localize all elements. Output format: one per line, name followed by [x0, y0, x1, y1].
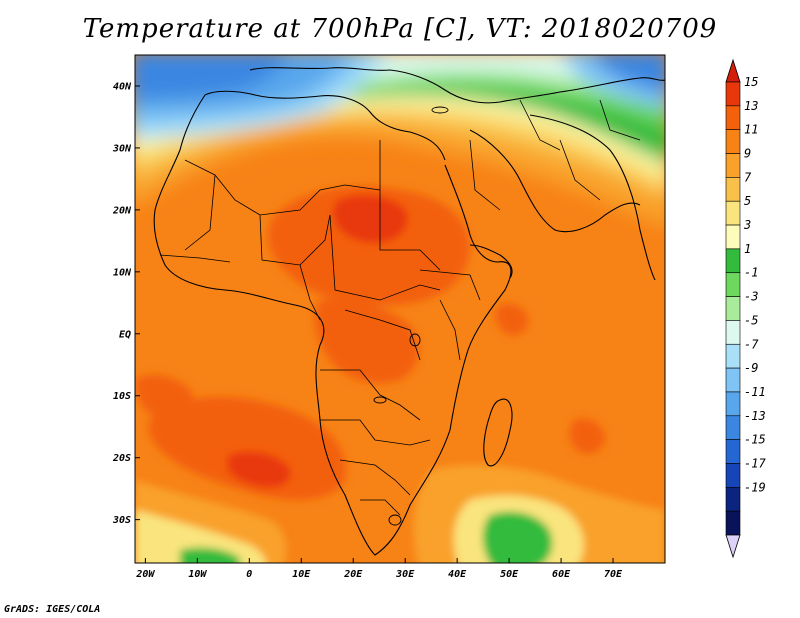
colorbar-segment [725, 153, 741, 178]
colorbar-label: -15 [744, 433, 766, 447]
colorbar-label: -11 [744, 385, 766, 399]
colorbar-label: 7 [744, 170, 752, 184]
lon-tick-label: 20W [135, 569, 155, 580]
colorbar-label: -5 [744, 313, 758, 327]
lat-tick-label: 30N [112, 143, 132, 154]
country-borders [159, 99, 641, 516]
longitude-axis: 20W 10W 0 10E 20E 30E 40E 50E 60E 70E [135, 558, 623, 580]
lon-tick-label: 40E [448, 569, 467, 580]
colorbar-label: -17 [744, 456, 766, 470]
colorbar-label: 1 [744, 242, 751, 256]
lon-tick-label: 10W [188, 569, 207, 580]
colorbar-top-arrow [725, 58, 741, 83]
colorbar-segment [725, 415, 741, 440]
temperature-field [135, 55, 665, 563]
plot-frame [134, 54, 666, 564]
colorbar-segment [725, 296, 741, 321]
lon-tick-label: 10E [292, 569, 311, 580]
colorbar-label: -7 [744, 337, 759, 351]
colorbar-segment [725, 248, 741, 274]
colorbar-label: -1 [744, 266, 758, 280]
colorbar-segment [725, 487, 741, 512]
lon-tick-label: 0 [246, 569, 252, 580]
colorbar-label: 5 [744, 194, 751, 208]
colorbar-segment [725, 200, 741, 226]
colorbar-segment [725, 439, 741, 464]
lon-tick-label: 50E [500, 569, 519, 580]
colorbar-segment [725, 367, 741, 393]
lat-tick-label: 30S [112, 515, 131, 526]
colorbar-label: -19 [744, 480, 766, 494]
map-title: Temperature at 700hPa [C], VT: 201802070… [82, 14, 718, 44]
colorbar-segment [725, 224, 741, 250]
colorbar-bottom-arrow [725, 534, 741, 559]
latitude-axis: 40N 30N 20N 10N EQ 10S 20S 30S [112, 81, 140, 526]
lon-tick-label: 20E [343, 569, 363, 580]
lon-tick-label: 60E [552, 569, 571, 580]
lat-tick-label: 10S [113, 391, 131, 402]
colorbar-label: 9 [744, 147, 751, 161]
colorbar-label: 15 [744, 75, 758, 89]
colorbar-segment [725, 343, 741, 369]
grads-credit: GrADS: IGES/COLA [4, 604, 101, 615]
colorbar-segment [725, 129, 741, 154]
lon-tick-label: 30E [395, 569, 415, 580]
colorbar-segment [725, 510, 741, 536]
colorbar-label: -3 [744, 290, 758, 304]
colorbar-segment [725, 320, 741, 345]
colorbar-label: -13 [744, 409, 766, 423]
lat-tick-label: 10N [113, 267, 132, 278]
lat-tick-label: EQ [119, 329, 131, 340]
colorbar-segment [725, 391, 741, 417]
colorbar-label: 13 [744, 99, 758, 113]
lat-tick-label: 20S [112, 453, 131, 464]
colorbar-label: 3 [743, 218, 751, 232]
coastlines [153, 67, 665, 556]
lat-tick-label: 40N [113, 81, 132, 92]
colorbar-segment [725, 463, 741, 488]
colorbar-segment [725, 177, 741, 202]
colorbar-segment [725, 272, 741, 297]
colorbar-label: -9 [744, 361, 758, 375]
lon-tick-label: 70E [604, 569, 623, 580]
colorbar-segment [725, 81, 741, 107]
colorbar-segment [725, 105, 741, 130]
lat-tick-label: 20N [112, 205, 132, 216]
colorbar: 15 13 11 9 7 5 3 1 -1 -3 -5 -7 -9 -11 -13 -15 -17 -19 [725, 58, 766, 559]
colorbar-label: 11 [744, 123, 758, 137]
